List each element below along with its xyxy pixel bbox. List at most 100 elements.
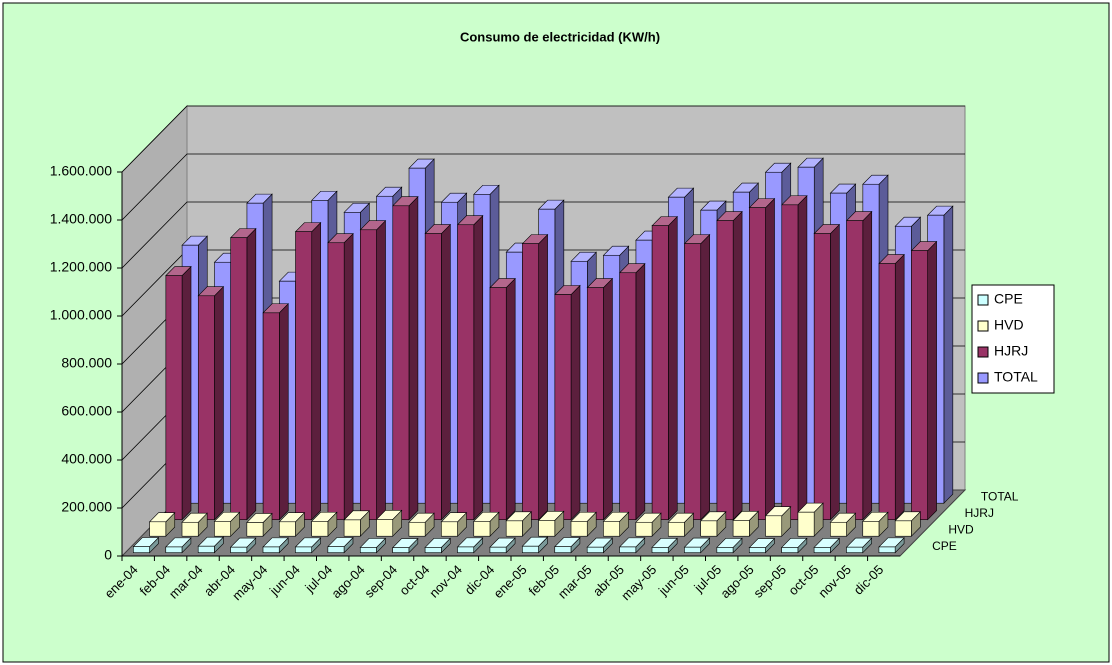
depth-label: TOTAL (981, 489, 1019, 503)
legend-swatch (977, 346, 989, 358)
bar (619, 272, 637, 520)
bar (684, 546, 701, 553)
bar (619, 546, 637, 554)
bar (327, 546, 345, 554)
bar (651, 547, 669, 553)
bar (230, 546, 248, 553)
bar (149, 521, 167, 537)
bar (651, 225, 669, 520)
bar (522, 545, 539, 553)
bar-side (441, 223, 451, 521)
bar (813, 233, 831, 520)
grid-line (121, 153, 965, 221)
bar (538, 520, 556, 537)
bar (878, 546, 896, 554)
bar (846, 220, 864, 521)
bar-side (700, 233, 710, 521)
bar (749, 207, 766, 520)
bar (862, 521, 880, 537)
bar (797, 511, 815, 537)
bar-side (214, 285, 224, 521)
bar (603, 521, 620, 537)
bar (343, 519, 361, 537)
bar (732, 520, 750, 537)
bar-side (894, 253, 905, 521)
bar (635, 521, 653, 537)
bar (262, 312, 280, 521)
bar (360, 229, 377, 521)
bar (570, 521, 588, 537)
y-tick-label: 1.000.000 (50, 307, 112, 323)
bar (894, 520, 912, 537)
bar (813, 547, 831, 553)
bar (165, 275, 183, 520)
y-tick-label: 1.200.000 (50, 259, 112, 275)
bar (522, 243, 539, 520)
legend-label: TOTAL (994, 369, 1038, 385)
bar-side (603, 277, 613, 521)
bar (846, 546, 864, 553)
bar-side (538, 233, 548, 521)
bar (781, 547, 799, 553)
bar (246, 522, 264, 537)
bar (473, 521, 491, 537)
bar (230, 237, 248, 520)
y-tick-label: 600.000 (61, 403, 112, 419)
legend-swatch (977, 294, 989, 306)
bar (133, 546, 150, 554)
bar (830, 521, 847, 537)
bar (392, 205, 410, 521)
bar (311, 521, 329, 537)
bar (441, 521, 458, 537)
bar (781, 204, 799, 521)
bar-side (797, 195, 808, 521)
bar-side (376, 219, 386, 521)
bar (181, 521, 199, 537)
bar (748, 547, 766, 553)
bar (911, 250, 928, 521)
bar (424, 547, 442, 553)
legend-label: CPE (994, 291, 1023, 307)
depth-label: HJRJ (965, 506, 994, 520)
bar (424, 233, 442, 520)
legend-swatch (977, 372, 989, 384)
chart-title: Consumo de electricidad (KW/h) (460, 29, 660, 44)
bar-side (668, 215, 678, 521)
bar-side (927, 240, 937, 521)
bar (684, 243, 702, 520)
y-tick-label: 1.400.000 (50, 211, 112, 227)
bar (554, 546, 572, 554)
legend-swatch (977, 320, 989, 332)
bar-side (732, 210, 743, 521)
bar (392, 547, 410, 553)
bar (278, 521, 296, 537)
y-tick-label: 400.000 (61, 451, 112, 467)
bar (327, 242, 345, 520)
depth-label: HVD (948, 522, 974, 536)
grid-line (121, 201, 965, 269)
bar-side (343, 232, 354, 521)
bar-side (830, 223, 840, 521)
y-tick-label: 200.000 (61, 499, 112, 515)
bar (716, 220, 734, 521)
bar-side (311, 221, 321, 521)
y-tick-label: 1.600.000 (50, 163, 112, 179)
bar (214, 521, 231, 537)
bar (165, 546, 183, 554)
bar (878, 263, 896, 520)
bar (295, 231, 313, 520)
bar (489, 546, 507, 553)
bar (376, 519, 394, 537)
bar (667, 521, 685, 537)
bar (716, 547, 734, 553)
bar (505, 520, 523, 537)
bar-side (505, 277, 516, 521)
bar (457, 546, 475, 554)
bar (489, 287, 507, 520)
bar-side (473, 214, 484, 521)
depth-label: CPE (932, 539, 957, 553)
bar-side (635, 262, 646, 521)
bar-side (181, 265, 192, 521)
bar (700, 520, 718, 537)
